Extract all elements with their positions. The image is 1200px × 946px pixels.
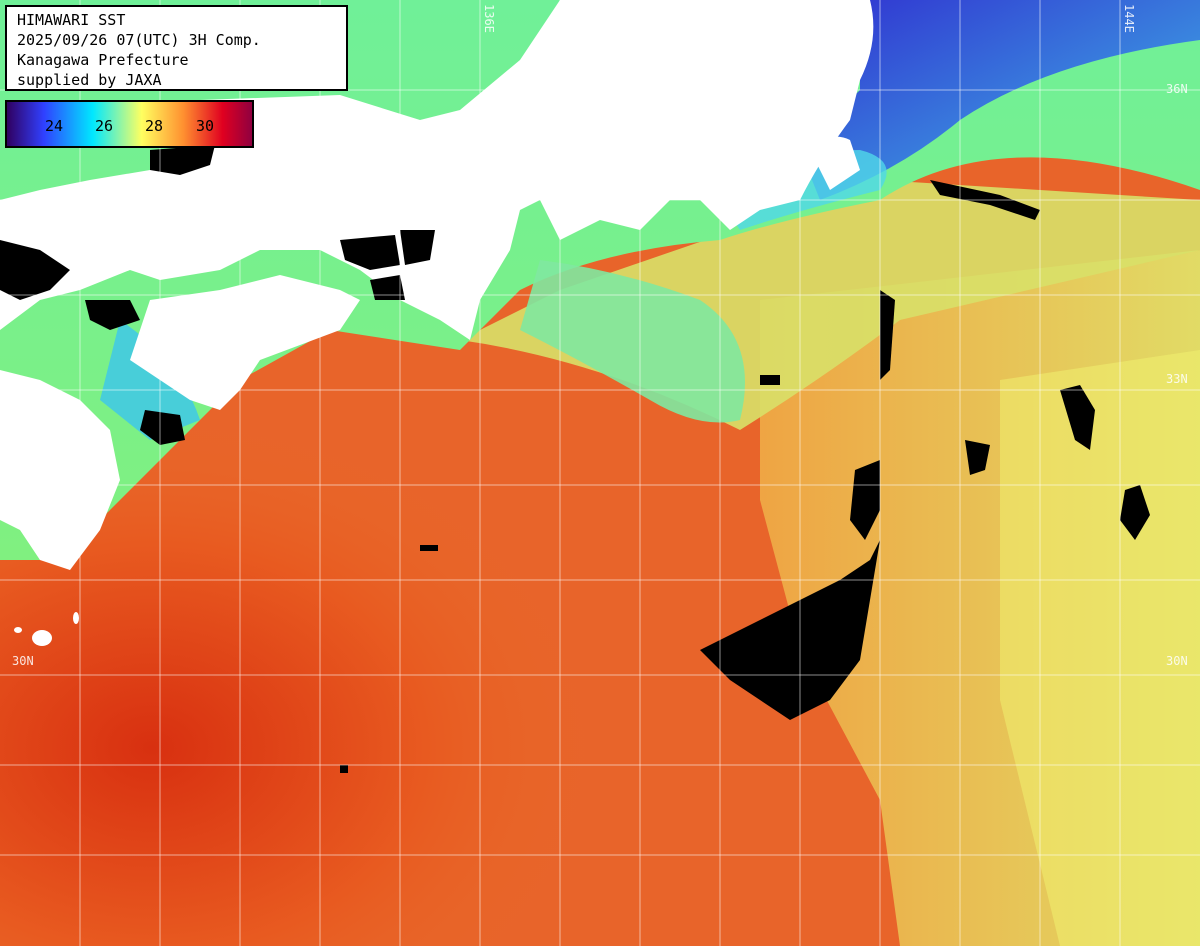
island-yakushima — [32, 630, 52, 646]
island-small-2 — [73, 612, 79, 624]
lon-label-144e: 144E — [1122, 4, 1136, 33]
supplier-label: supplied by JAXA — [17, 71, 162, 89]
cloud-north-4 — [370, 275, 405, 300]
region-label: Kanagawa Prefecture — [17, 51, 189, 69]
sea-west-cyan — [100, 320, 200, 440]
land-shikoku — [130, 275, 360, 410]
lat-label-33n: 33N — [1166, 372, 1188, 386]
color-legend: 24 26 28 30 — [5, 100, 254, 148]
cloud-west-1 — [0, 240, 70, 300]
cloud-west-3 — [140, 410, 185, 445]
legend-color-bar — [7, 102, 252, 146]
sea-east-yellow — [1000, 350, 1200, 946]
info-box: HIMAWARI SST 2025/09/26 07(UTC) 3H Comp.… — [5, 5, 348, 91]
product-title: HIMAWARI SST — [17, 11, 126, 29]
cloud-west-2 — [85, 300, 140, 330]
legend-tick-26: 26 — [95, 117, 114, 135]
lat-label-36n: 36N — [1166, 82, 1188, 96]
cloud-east-2 — [1120, 485, 1150, 540]
land-boso — [810, 136, 860, 190]
land-honshu — [0, 0, 874, 340]
legend-tick-28: 28 — [145, 117, 164, 135]
lat-label-30n-left: 30N — [12, 654, 34, 668]
cloud-north-2 — [340, 235, 400, 270]
lon-label-136e: 136E — [482, 4, 496, 33]
cloud-north-3 — [400, 230, 435, 265]
cloud-speck-3 — [340, 765, 348, 773]
lat-label-30n-right: 30N — [1166, 654, 1188, 668]
cloud-streak-2 — [880, 290, 895, 380]
cloud-east-1 — [1060, 385, 1095, 450]
cloud-speck-2 — [420, 545, 438, 551]
legend-tick-24: 24 — [45, 117, 64, 135]
sea-cool-lobe — [520, 260, 745, 423]
sea-cold-edge — [800, 0, 1200, 200]
land-kyushu — [0, 370, 120, 570]
cloud-east-3 — [965, 440, 990, 475]
legend-tick-30: 30 — [196, 117, 215, 135]
cloud-streak-1 — [850, 460, 880, 540]
cloud-north-1 — [150, 145, 215, 175]
cloud-speck-1 — [760, 375, 780, 385]
date-time-label: 2025/09/26 07(UTC) 3H Comp. — [17, 31, 261, 49]
island-small-1 — [14, 627, 22, 633]
